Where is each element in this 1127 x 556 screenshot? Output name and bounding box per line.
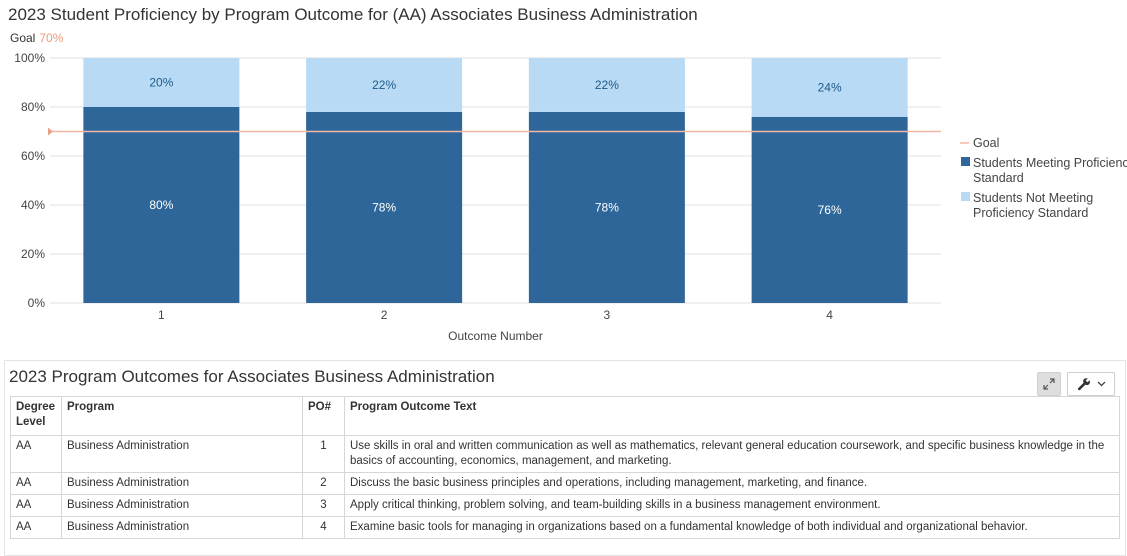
x-axis-label: Outcome Number [448,329,543,343]
legend-swatch [961,157,970,166]
legend-goal-label: Goal [973,136,999,150]
expand-button[interactable] [1037,372,1061,396]
x-tick-label: 4 [826,308,833,322]
x-tick-label: 3 [604,308,611,322]
y-tick-label: 0% [28,296,46,310]
cell-outcome-text: Discuss the basic business principles an… [344,472,1120,495]
settings-menu-button[interactable] [1067,372,1115,396]
cell-program: Business Administration [61,472,303,495]
data-label: 22% [372,78,396,92]
program-outcomes-panel: 2023 Program Outcomes for Associates Bus… [4,360,1126,556]
table-row: AA Business Administration 4 Examine bas… [10,516,1120,539]
bar-meeting-standard [306,111,463,304]
cell-po: 2 [302,472,345,495]
legend-series-label: Students Not Meeting Proficiency Standard [973,191,1093,220]
header-program[interactable]: Program [61,396,303,436]
data-label: 78% [372,200,396,214]
bar-not-meeting-standard [528,58,685,112]
y-tick-label: 60% [21,149,45,163]
table-header-row: Degree Level Program PO# Program Outcome… [10,396,1120,436]
cell-degree: AA [10,516,62,539]
y-tick-label: 80% [21,100,45,114]
cell-po: 1 [302,435,345,473]
y-tick-label: 100% [14,51,45,65]
header-degree-level[interactable]: Degree Level [10,396,62,436]
chevron-down-icon [1097,381,1105,387]
table-row: AA Business Administration 2 Discuss the… [10,472,1120,495]
table-row: AA Business Administration 1 Use skills … [10,435,1120,473]
expand-icon [1043,378,1055,390]
goal-marker [48,127,53,136]
chart-title: 2023 Student Proficiency by Program Outc… [8,5,698,24]
bar-not-meeting-standard [751,58,908,117]
cell-degree: AA [10,472,62,495]
bar-not-meeting-standard [306,58,463,112]
cell-program: Business Administration [61,516,303,539]
y-tick-label: 20% [21,247,45,261]
cell-degree: AA [10,435,62,473]
legend-series-label: Students Meeting Proficiency Standard [973,156,1127,185]
table-title: 2023 Program Outcomes for Associates Bus… [9,367,495,386]
proficiency-chart: 0% 20% 40% 60% 80% 100% 80% 20% 1 78% 22% 2 78% 22% 3 7… [14,51,1127,343]
bar-meeting-standard [83,107,240,303]
header-po-number[interactable]: PO# [302,396,345,436]
cell-program: Business Administration [61,435,303,473]
header-program-outcome-text[interactable]: Program Outcome Text [344,396,1120,436]
data-label: 22% [595,78,619,92]
data-label: 78% [595,200,619,214]
data-label: 76% [818,203,842,217]
goal-value: 70% [39,31,64,45]
x-tick-label: 2 [381,308,388,322]
bar-not-meeting-standard [83,58,240,107]
bar-meeting-standard [528,111,685,304]
bar-meeting-standard [751,116,908,303]
cell-outcome-text: Examine basic tools for managing in orga… [344,516,1120,539]
data-label: 80% [149,198,173,212]
x-tick-label: 1 [158,308,165,322]
cell-degree: AA [10,494,62,517]
goal-label: Goal 70% [10,31,63,45]
panel-tools [1037,372,1115,396]
legend-swatch [961,192,970,201]
wrench-icon [1077,378,1090,391]
cell-outcome-text: Apply critical thinking, problem solving… [344,494,1120,517]
data-label: 20% [149,76,173,90]
y-tick-label: 40% [21,198,45,212]
data-label: 24% [818,80,842,94]
program-outcomes-table: Degree Level Program PO# Program Outcome… [10,396,1120,539]
cell-outcome-text: Use skills in oral and written communica… [344,435,1120,473]
goal-label-text: Goal [10,31,36,45]
cell-program: Business Administration [61,494,303,517]
cell-po: 3 [302,494,345,517]
cell-po: 4 [302,516,345,539]
table-row: AA Business Administration 3 Apply criti… [10,494,1120,517]
